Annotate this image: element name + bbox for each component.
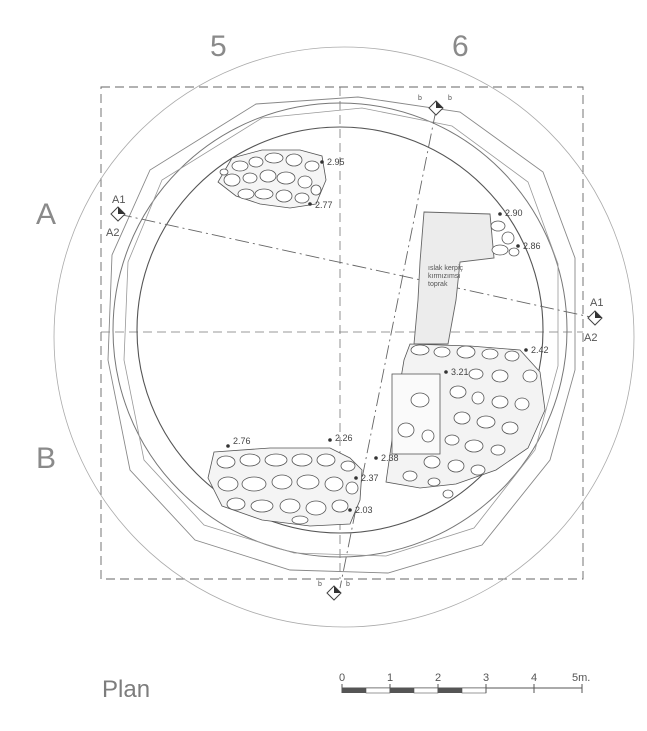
elevation-label: 2.42 [531,345,549,355]
inner-circle-a [112,102,568,558]
svg-text:b: b [448,95,452,102]
outer-polygon-wall [107,96,576,574]
plan-title: Plan [102,676,150,703]
elevation-label: 2.76 [233,436,251,446]
stone-wall-bottom [207,447,363,527]
section-marker-left: A1 A2 [106,194,126,239]
section-marker-label: A1 [112,194,125,206]
scale-tick-label: 0 [339,672,345,684]
section-marker-label: A2 [106,227,119,239]
scale-tick-label: 4 [531,672,537,684]
scale-tick-label: 2 [435,672,441,684]
inner-polygon-wall [123,107,559,557]
elevation-label: 2.38 [381,453,399,463]
grid-label-row-a: A [36,198,56,231]
elevation-label: 2.26 [335,433,353,443]
scale-bar: 0 1 2 3 4 5m. [339,672,590,694]
svg-text:b: b [418,95,422,102]
grid-label-row-b: B [36,442,56,475]
outer-circle [53,46,635,628]
elevation-label: 2.95 [327,157,345,167]
svg-text:ıslak kerpiç: ıslak kerpiç [428,265,464,272]
section-line-b [339,109,437,589]
section-line-a [117,213,596,319]
elevation-label: 3.21 [451,367,469,377]
elevation-label: 2.90 [505,208,523,218]
scale-tick-label: 3 [483,672,489,684]
scale-tick-label: 1 [387,672,393,684]
svg-text:toprak: toprak [428,281,448,288]
inner-circle-b [136,126,544,534]
grid-square-outline [100,86,584,580]
svg-text:kırmızımsı: kırmızımsı [428,273,460,280]
section-marker-label: A1 [590,297,603,309]
scale-tick-label: 5m. [572,672,590,684]
stone-structure-right [385,343,546,499]
plaster-floor-area: ıslak kerpiç kırmızımsı toprak [413,211,495,345]
elevation-label: 2.37 [361,473,379,483]
section-marker-label: A2 [584,332,597,344]
elevation-points [226,160,528,512]
elevation-label: 2.03 [355,505,373,515]
grid-label-column-6: 6 [452,30,469,63]
svg-text:b: b [346,581,350,588]
stone-cluster-top-left [217,149,327,209]
elevation-label: 2.77 [315,200,333,210]
stone-cluster-top-right [490,220,520,257]
grid-label-column-5: 5 [210,30,227,63]
svg-text:b: b [318,581,322,588]
section-marker-right: A1 A2 [584,297,603,344]
elevation-labels: 2.95 2.77 2.90 2.86 2.42 3.21 2.76 2.26 … [233,157,549,515]
elevation-label: 2.86 [523,241,541,251]
